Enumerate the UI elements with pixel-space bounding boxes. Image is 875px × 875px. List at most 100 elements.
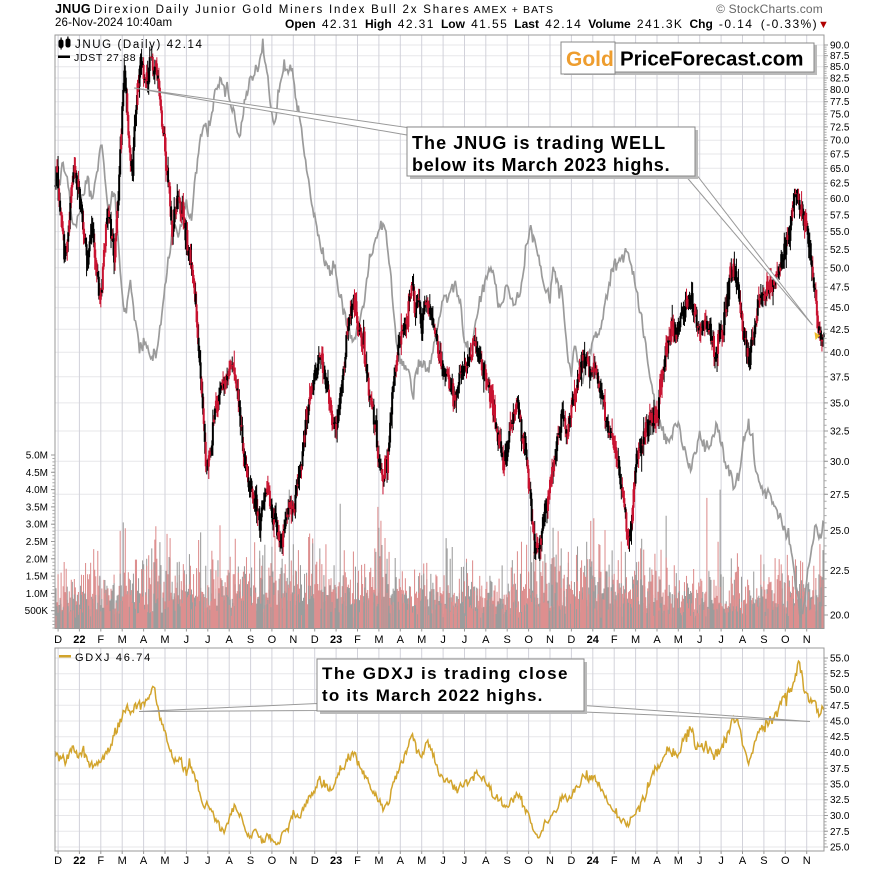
svg-text:N: N bbox=[803, 634, 811, 646]
svg-text:S: S bbox=[504, 634, 511, 646]
svg-text:The GDXJ is trading close: The GDXJ is trading close bbox=[322, 664, 569, 683]
svg-text:A: A bbox=[140, 855, 148, 867]
svg-text:37.5: 37.5 bbox=[830, 764, 850, 775]
svg-text:M: M bbox=[631, 634, 640, 646]
svg-text:35.0: 35.0 bbox=[830, 398, 850, 409]
svg-text:A: A bbox=[653, 634, 661, 646]
svg-text:85.0: 85.0 bbox=[830, 62, 850, 73]
svg-text:4.0M: 4.0M bbox=[26, 485, 48, 496]
svg-text:1.5M: 1.5M bbox=[26, 572, 48, 583]
svg-text:23: 23 bbox=[330, 855, 342, 867]
svg-text:N: N bbox=[546, 634, 554, 646]
svg-text:O: O bbox=[524, 855, 533, 867]
svg-text:J: J bbox=[718, 634, 724, 646]
svg-text:62.5: 62.5 bbox=[830, 179, 850, 190]
svg-text:A: A bbox=[739, 634, 747, 646]
svg-text:J: J bbox=[462, 855, 468, 867]
svg-text:37.5: 37.5 bbox=[830, 372, 850, 383]
svg-text:M: M bbox=[417, 634, 426, 646]
svg-text:A: A bbox=[397, 634, 405, 646]
svg-text:3.5M: 3.5M bbox=[26, 502, 48, 513]
svg-text:32.5: 32.5 bbox=[830, 795, 850, 806]
svg-text:27.5: 27.5 bbox=[830, 827, 850, 838]
svg-text:M: M bbox=[374, 634, 383, 646]
svg-text:67.5: 67.5 bbox=[830, 150, 850, 161]
svg-text:72.5: 72.5 bbox=[830, 122, 850, 133]
svg-text:55.0: 55.0 bbox=[830, 654, 850, 665]
svg-text:JDST 27.88: JDST 27.88 bbox=[74, 52, 136, 64]
svg-text:22: 22 bbox=[73, 634, 85, 646]
svg-text:45.0: 45.0 bbox=[830, 303, 850, 314]
svg-text:J: J bbox=[440, 855, 446, 867]
svg-text:S: S bbox=[247, 855, 254, 867]
svg-text:22: 22 bbox=[73, 855, 85, 867]
svg-text:2.5M: 2.5M bbox=[26, 537, 48, 548]
svg-text:D: D bbox=[567, 634, 575, 646]
svg-text:O: O bbox=[268, 855, 277, 867]
svg-text:47.5: 47.5 bbox=[830, 701, 850, 712]
svg-text:J: J bbox=[205, 634, 211, 646]
svg-text:23: 23 bbox=[330, 634, 342, 646]
svg-text:4.5M: 4.5M bbox=[26, 468, 48, 479]
svg-text:87.5: 87.5 bbox=[830, 51, 850, 62]
svg-text:O: O bbox=[524, 634, 533, 646]
svg-text:M: M bbox=[118, 634, 127, 646]
svg-text:JNUG (Daily) 42.14: JNUG (Daily) 42.14 bbox=[75, 39, 204, 51]
svg-text:below its March 2023 highs.: below its March 2023 highs. bbox=[412, 155, 670, 175]
svg-text:32.5: 32.5 bbox=[830, 427, 850, 438]
svg-text:A: A bbox=[653, 855, 661, 867]
svg-text:N: N bbox=[803, 855, 811, 867]
svg-text:A: A bbox=[397, 855, 405, 867]
svg-text:42.5: 42.5 bbox=[830, 732, 850, 743]
svg-text:A: A bbox=[482, 634, 490, 646]
svg-text:D: D bbox=[311, 855, 319, 867]
svg-text:J: J bbox=[205, 855, 211, 867]
svg-text:20.0: 20.0 bbox=[830, 611, 850, 622]
svg-text:A: A bbox=[226, 634, 234, 646]
svg-text:M: M bbox=[631, 855, 640, 867]
svg-text:D: D bbox=[567, 855, 575, 867]
svg-text:J: J bbox=[718, 855, 724, 867]
svg-text:M: M bbox=[674, 855, 683, 867]
svg-text:S: S bbox=[760, 855, 767, 867]
svg-text:50.0: 50.0 bbox=[830, 263, 850, 274]
svg-text:S: S bbox=[504, 855, 511, 867]
svg-text:75.0: 75.0 bbox=[830, 110, 850, 121]
svg-text:42.5: 42.5 bbox=[830, 325, 850, 336]
svg-text:F: F bbox=[97, 634, 104, 646]
svg-text:M: M bbox=[674, 634, 683, 646]
svg-text:40.0: 40.0 bbox=[830, 348, 850, 359]
svg-text:50.0: 50.0 bbox=[830, 685, 850, 696]
svg-text:S: S bbox=[247, 634, 254, 646]
svg-text:40.0: 40.0 bbox=[830, 748, 850, 759]
svg-text:GDXJ 46.74: GDXJ 46.74 bbox=[75, 652, 152, 664]
svg-text:30.0: 30.0 bbox=[830, 811, 850, 822]
svg-text:70.0: 70.0 bbox=[830, 136, 850, 147]
svg-text:27.5: 27.5 bbox=[830, 490, 850, 501]
svg-text:F: F bbox=[354, 855, 361, 867]
svg-text:A: A bbox=[482, 855, 490, 867]
svg-text:52.5: 52.5 bbox=[830, 245, 850, 256]
svg-text:J: J bbox=[184, 634, 190, 646]
svg-text:M: M bbox=[417, 855, 426, 867]
svg-text:D: D bbox=[54, 855, 62, 867]
svg-text:A: A bbox=[226, 855, 234, 867]
svg-text:O: O bbox=[268, 634, 277, 646]
svg-text:F: F bbox=[611, 855, 618, 867]
svg-text:N: N bbox=[546, 855, 554, 867]
svg-text:80.0: 80.0 bbox=[830, 85, 850, 96]
svg-text:S: S bbox=[760, 634, 767, 646]
svg-text:22.5: 22.5 bbox=[830, 566, 850, 577]
svg-text:M: M bbox=[160, 855, 169, 867]
svg-text:D: D bbox=[311, 634, 319, 646]
svg-text:47.5: 47.5 bbox=[830, 283, 850, 294]
svg-text:90.0: 90.0 bbox=[830, 41, 850, 52]
svg-text:25.0: 25.0 bbox=[830, 526, 850, 537]
svg-text:45.0: 45.0 bbox=[830, 717, 850, 728]
svg-text:D: D bbox=[54, 634, 62, 646]
svg-text:35.0: 35.0 bbox=[830, 780, 850, 791]
svg-text:M: M bbox=[118, 855, 127, 867]
svg-text:500K: 500K bbox=[25, 606, 49, 617]
svg-text:M: M bbox=[374, 855, 383, 867]
svg-text:A: A bbox=[140, 634, 148, 646]
